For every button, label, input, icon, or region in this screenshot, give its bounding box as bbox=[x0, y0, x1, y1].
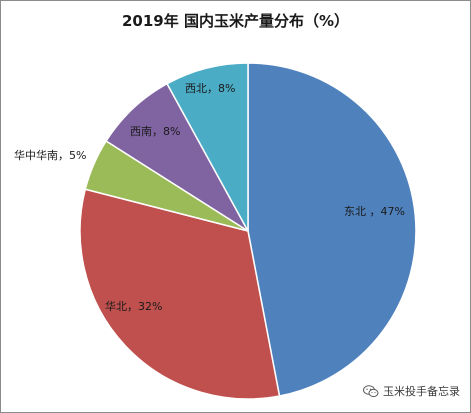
pie-slice-2 bbox=[79, 188, 281, 400]
slice-label-4: 西南，8% bbox=[130, 125, 180, 138]
pie-slice-5 bbox=[166, 62, 249, 232]
watermark-text: 玉米投手备忘录 bbox=[383, 385, 460, 398]
watermark: 玉米投手备忘录 bbox=[363, 383, 460, 399]
pie-slice-1 bbox=[247, 62, 417, 397]
slice-label-5: 西北，8% bbox=[185, 82, 235, 95]
slice-label-1: 东北 ，47% bbox=[344, 205, 405, 218]
slice-label-3: 华中华南，5% bbox=[14, 148, 86, 162]
chart-title: 2019年 国内玉米产量分布（%） bbox=[121, 12, 349, 30]
wechat-icon bbox=[363, 384, 379, 397]
slice-label-2: 华北，32% bbox=[105, 299, 162, 313]
